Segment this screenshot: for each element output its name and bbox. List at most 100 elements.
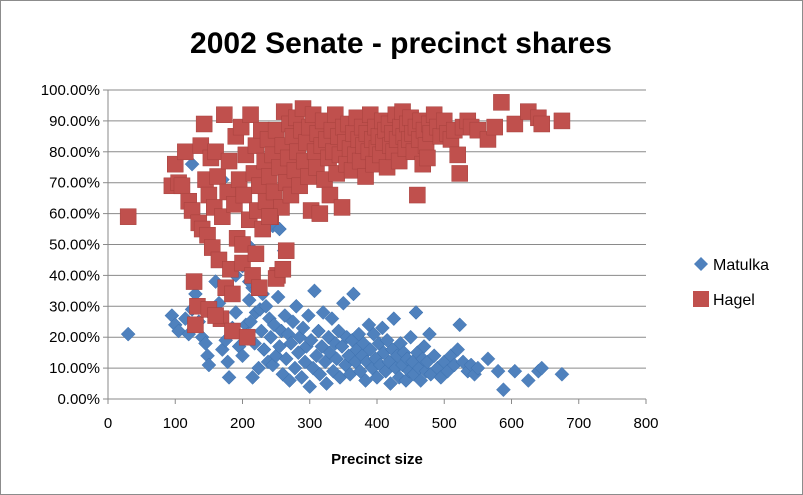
data-point-hagel xyxy=(321,186,339,204)
x-tick-label: 300 xyxy=(297,415,322,432)
data-point-matulka xyxy=(346,286,361,302)
data-point-hagel xyxy=(311,205,329,222)
data-point-matulka xyxy=(375,320,390,336)
x-tick-label: 800 xyxy=(633,415,658,432)
data-point-matulka xyxy=(358,373,373,388)
y-tick-label: 80.00% xyxy=(49,144,100,161)
data-point-matulka xyxy=(120,326,136,342)
y-tick-label: 30.00% xyxy=(49,298,100,315)
data-point-matulka xyxy=(450,342,466,357)
data-point-matulka xyxy=(228,305,244,320)
legend-label-matulka: Matulka xyxy=(713,257,769,274)
data-point-matulka xyxy=(520,373,536,388)
data-point-matulka xyxy=(287,360,303,376)
data-point-matulka xyxy=(258,298,274,314)
data-point-matulka xyxy=(307,283,322,299)
data-point-hagel xyxy=(167,155,184,173)
legend-marker-matulka xyxy=(694,257,708,271)
data-point-matulka xyxy=(507,363,523,379)
data-point-hagel xyxy=(238,328,256,346)
data-point-matulka xyxy=(369,370,385,385)
data-point-matulka xyxy=(366,326,381,342)
data-point-matulka xyxy=(245,370,260,385)
data-point-matulka xyxy=(171,323,186,339)
data-point-matulka xyxy=(297,354,313,370)
data-point-matulka xyxy=(266,317,282,333)
data-point-matulka xyxy=(426,348,442,364)
data-point-matulka xyxy=(256,342,272,357)
data-point-hagel xyxy=(277,242,295,259)
data-point-matulka xyxy=(416,339,432,354)
data-point-matulka xyxy=(408,305,424,320)
x-tick-label: 100 xyxy=(163,415,188,432)
data-point-matulka xyxy=(265,357,281,373)
data-point-matulka xyxy=(379,332,395,348)
data-point-matulka xyxy=(272,339,287,354)
data-point-matulka xyxy=(534,360,550,376)
legend-entry-hagel: Hagel xyxy=(693,291,755,309)
data-point-hagel xyxy=(195,115,213,133)
data-point-matulka xyxy=(285,314,301,330)
data-point-matulka xyxy=(319,376,334,391)
x-tick-label: 700 xyxy=(566,415,591,432)
data-point-matulka xyxy=(386,311,402,327)
data-point-matulka xyxy=(391,370,407,385)
data-point-matulka xyxy=(480,351,496,367)
data-point-hagel xyxy=(207,307,224,324)
data-point-matulka xyxy=(235,348,250,364)
y-tick-label: 100.00% xyxy=(41,82,100,99)
data-point-hagel xyxy=(449,146,466,164)
data-point-matulka xyxy=(312,366,328,382)
data-point-matulka xyxy=(294,370,310,385)
data-point-matulka xyxy=(554,366,570,382)
data-point-hagel xyxy=(177,143,194,161)
data-point-hagel xyxy=(232,118,250,136)
chart-title: 2002 Senate - precinct shares xyxy=(190,27,612,60)
data-point-matulka xyxy=(288,298,304,314)
data-point-matulka xyxy=(362,342,378,357)
data-point-matulka xyxy=(301,308,316,323)
data-point-matulka xyxy=(303,332,319,348)
legend: Matulka Hagel xyxy=(693,257,769,309)
data-point-matulka xyxy=(263,329,279,345)
data-point-hagel xyxy=(533,115,551,133)
y-tick-label: 10.00% xyxy=(49,360,100,377)
data-point-hagel xyxy=(234,254,251,272)
data-point-matulka xyxy=(253,323,269,339)
data-point-matulka xyxy=(309,348,324,364)
data-point-hagel xyxy=(409,186,426,204)
data-point-hagel xyxy=(220,152,238,170)
data-point-matulka xyxy=(452,317,468,333)
data-point-matulka xyxy=(295,320,311,336)
x-tick-label: 600 xyxy=(499,415,524,432)
x-axis-title: Precinct size xyxy=(331,451,423,468)
data-point-hagel xyxy=(419,149,436,167)
data-point-matulka xyxy=(220,354,236,370)
y-tick-label: 40.00% xyxy=(49,267,100,284)
legend-marker-hagel xyxy=(693,291,709,307)
data-point-hagel xyxy=(261,208,278,225)
data-point-matulka xyxy=(496,382,511,398)
series-hagel xyxy=(119,94,571,346)
data-point-hagel xyxy=(209,168,226,185)
data-point-matulka xyxy=(331,323,347,339)
data-point-matulka xyxy=(336,295,351,311)
data-point-hagel xyxy=(173,177,191,195)
data-point-hagel xyxy=(553,112,571,130)
data-point-hagel xyxy=(486,118,503,136)
data-point-hagel xyxy=(185,273,203,290)
data-point-hagel xyxy=(207,143,224,161)
y-tick-label: 50.00% xyxy=(49,237,100,254)
data-point-matulka xyxy=(282,373,297,388)
data-point-matulka xyxy=(278,351,294,367)
y-tick-label: 60.00% xyxy=(49,206,100,223)
data-point-matulka xyxy=(184,156,200,172)
data-point-matulka xyxy=(201,357,217,373)
x-tick-label: 400 xyxy=(364,415,389,432)
data-point-hagel xyxy=(493,94,510,111)
data-point-hagel xyxy=(451,165,468,182)
axes: 0.00% 10.00% 20.00% 30.00% 40.00% 50.00% 60.00… xyxy=(41,82,659,432)
data-point-matulka xyxy=(315,305,331,320)
x-tick-label: 200 xyxy=(230,415,255,432)
